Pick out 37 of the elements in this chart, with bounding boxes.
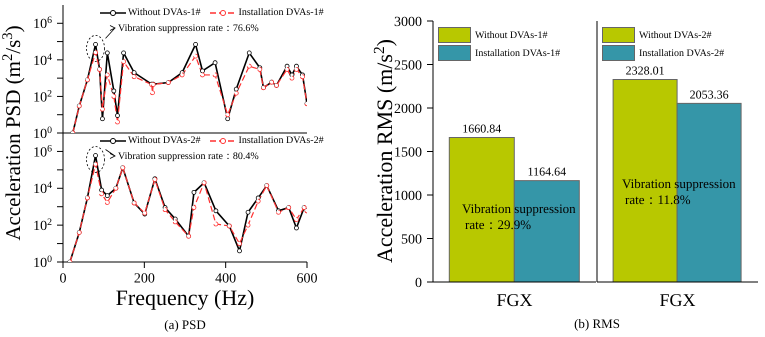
y-tick-label: 10$^{0}$ (33, 253, 52, 271)
data-label: 2328.01 (626, 63, 665, 78)
x-tick-label: 600 (296, 272, 318, 287)
legend-label: Installation DVAs-2# (238, 135, 324, 146)
y-tick-label: 500 (401, 232, 422, 248)
y-tick-label: 10$^{2}$ (33, 216, 52, 234)
annotation: Vibration suppression rate：80.4% (118, 151, 259, 162)
legend-label: Installation DVAs-1# (475, 48, 560, 58)
y-tick-label: 1500 (394, 145, 422, 160)
legend-label: Without DVAs-2# (128, 135, 200, 146)
y-tick-label: 2000 (394, 102, 422, 117)
legend-label: Installation DVAs-1# (238, 7, 324, 18)
y-tick-label: 10$^{6}$ (33, 142, 52, 160)
y-tick-label: 10$^{4}$ (33, 51, 52, 69)
x-tick-label: FGX (496, 290, 533, 310)
legend-label: Without DVAs-1# (475, 30, 548, 40)
y-tick-label: 1000 (394, 188, 422, 204)
y-tick-label: 10$^{2}$ (33, 88, 52, 106)
y-tick-label: 10$^{4}$ (33, 180, 52, 198)
x-tick-label: 200 (134, 272, 155, 287)
legend-label: Without DVAs-1# (128, 7, 200, 18)
annotation: Vibration suppression rate：76.6% (118, 23, 259, 34)
x-tick-label: 0 (60, 272, 66, 287)
data-label: 2053.36 (690, 87, 729, 102)
data-label: 1164.64 (528, 164, 566, 179)
y-tick-label: 10$^{6}$ (33, 14, 52, 32)
x-tick-label: FGX (659, 290, 696, 310)
y-tick-label: 10$^{0}$ (33, 124, 52, 142)
legend-label: Without DVAs-2# (639, 30, 712, 40)
text: (a) PSD (164, 317, 206, 332)
data-label: 1660.84 (462, 122, 502, 136)
x-axis-title: Frequency (Hz) (116, 285, 254, 310)
y-tick-label: 2500 (394, 58, 422, 74)
x-tick-label: 400 (215, 272, 236, 287)
text: (b) RMS (574, 316, 620, 331)
legend-label: Installation DVAs-2# (639, 48, 724, 58)
y-tick-label: 3000 (394, 14, 422, 30)
